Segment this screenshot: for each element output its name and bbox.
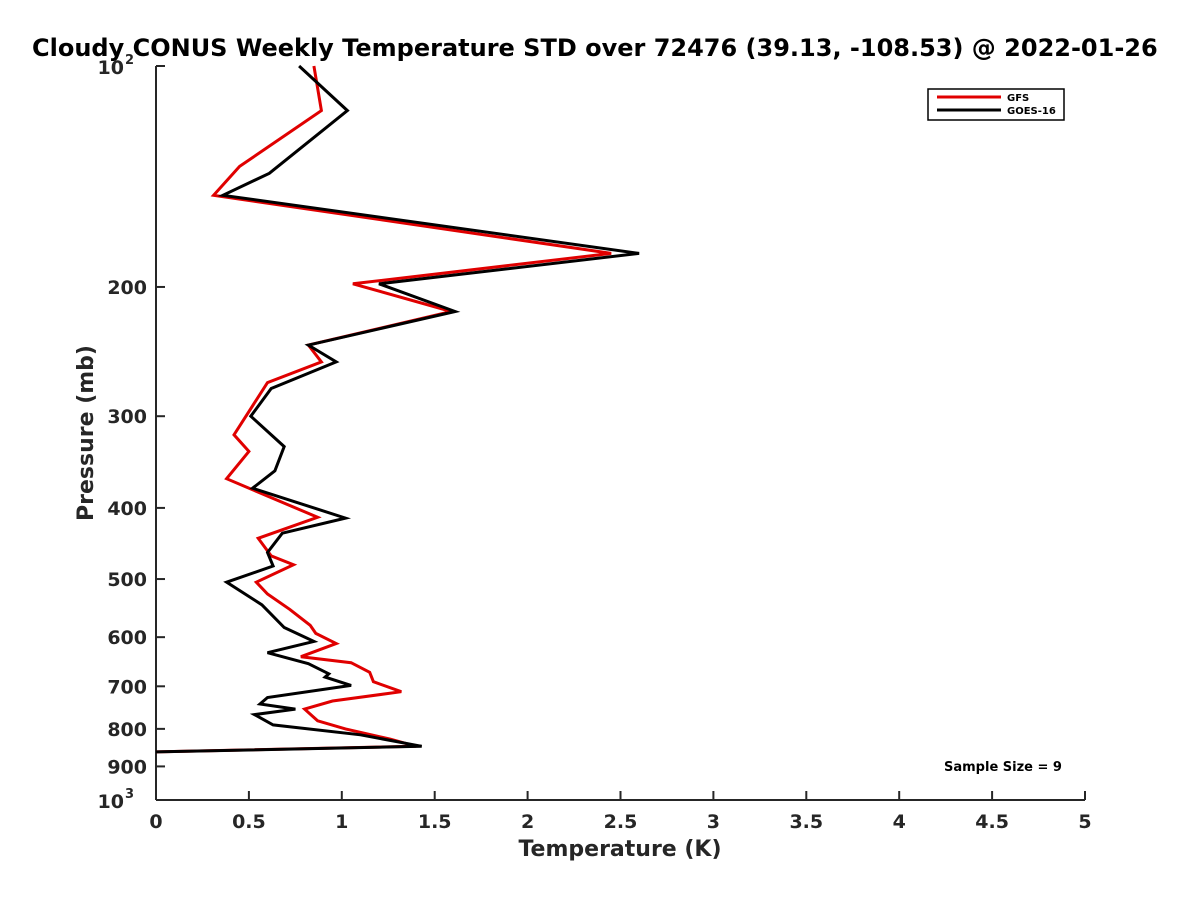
x-tick-label: 5 [1078,811,1091,833]
chart-title: Cloudy CONUS Weekly Temperature STD over… [32,34,1158,62]
legend-box [927,88,1065,121]
x-tick-label: 2.5 [604,811,638,833]
series-lines [155,64,640,754]
y-tick-label: 500 [107,569,147,591]
legend-label: GOES-16 [1007,106,1056,117]
y-tick-label: 800 [107,719,147,741]
x-tick-label: 3.5 [789,811,823,833]
axis-ticks: 0 0.5 1 1.5 2 2.5 3 3.5 4 4.5 510 22003004005006007… [98,53,1092,833]
x-tick-label: 1 [335,811,348,833]
y-tick-label: 900 [107,756,147,778]
series-line-gfs [155,65,612,754]
y-axis-label: Pressure (mb) [74,345,99,521]
y-tick-label: 10 [98,791,124,813]
y-tick-label: 600 [107,627,147,649]
y-tick-label: 300 [107,406,147,428]
y-tick-exponent: 3 [125,787,134,802]
x-tick-label: 0.5 [232,811,266,833]
legend-label: GFS [1007,93,1029,104]
x-tick-label: 4 [893,811,906,833]
y-tick-label: 10 [98,57,124,79]
series-line-goes-16 [155,64,640,754]
y-tick-exponent: 2 [125,53,134,68]
y-tick-label: 700 [107,676,147,698]
x-tick-label: 0 [149,811,162,833]
x-tick-label: 1.5 [418,811,452,833]
y-tick-label: 400 [107,498,147,520]
x-tick-label: 3 [707,811,720,833]
x-tick-label: 4.5 [975,811,1009,833]
sample-size-annotation: Sample Size = 9 [944,760,1062,775]
x-axis-label: Temperature (K) [518,837,721,862]
plot-axes [155,66,1085,801]
y-tick-label: 200 [107,277,147,299]
legend: GFS GOES-16 [927,88,1065,121]
x-tick-label: 2 [521,811,534,833]
